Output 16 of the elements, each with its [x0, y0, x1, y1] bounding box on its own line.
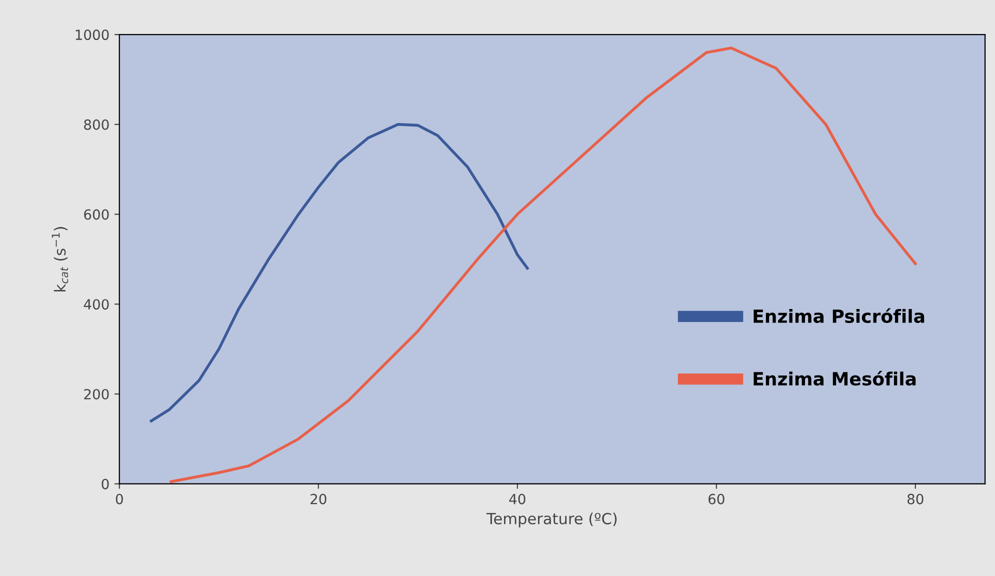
legend-label: Enzima Psicrófila [754, 308, 924, 323]
x-axis-title: Temperature (ºC) [486, 512, 617, 528]
y-tick-label: 0 [102, 478, 109, 490]
x-tick-label: 40 [509, 494, 526, 504]
x-tick-label: 60 [708, 494, 724, 504]
y-axis-title: k$_{cat}$ (s$^{−1}$) [52, 227, 68, 292]
line-series [150, 123, 529, 422]
x-tick-label: 20 [310, 494, 326, 504]
y-tick-label: 1000 [76, 30, 109, 40]
y-tick-label: 200 [84, 388, 109, 400]
y-tick-label: 800 [84, 119, 109, 130]
y-tick-label: 400 [84, 299, 109, 310]
y-tick-label: 600 [84, 209, 109, 220]
x-tick-label: 80 [908, 494, 924, 504]
legend-label: Enzima Mesófila [754, 370, 916, 386]
x-tick-label: 0 [116, 494, 123, 504]
